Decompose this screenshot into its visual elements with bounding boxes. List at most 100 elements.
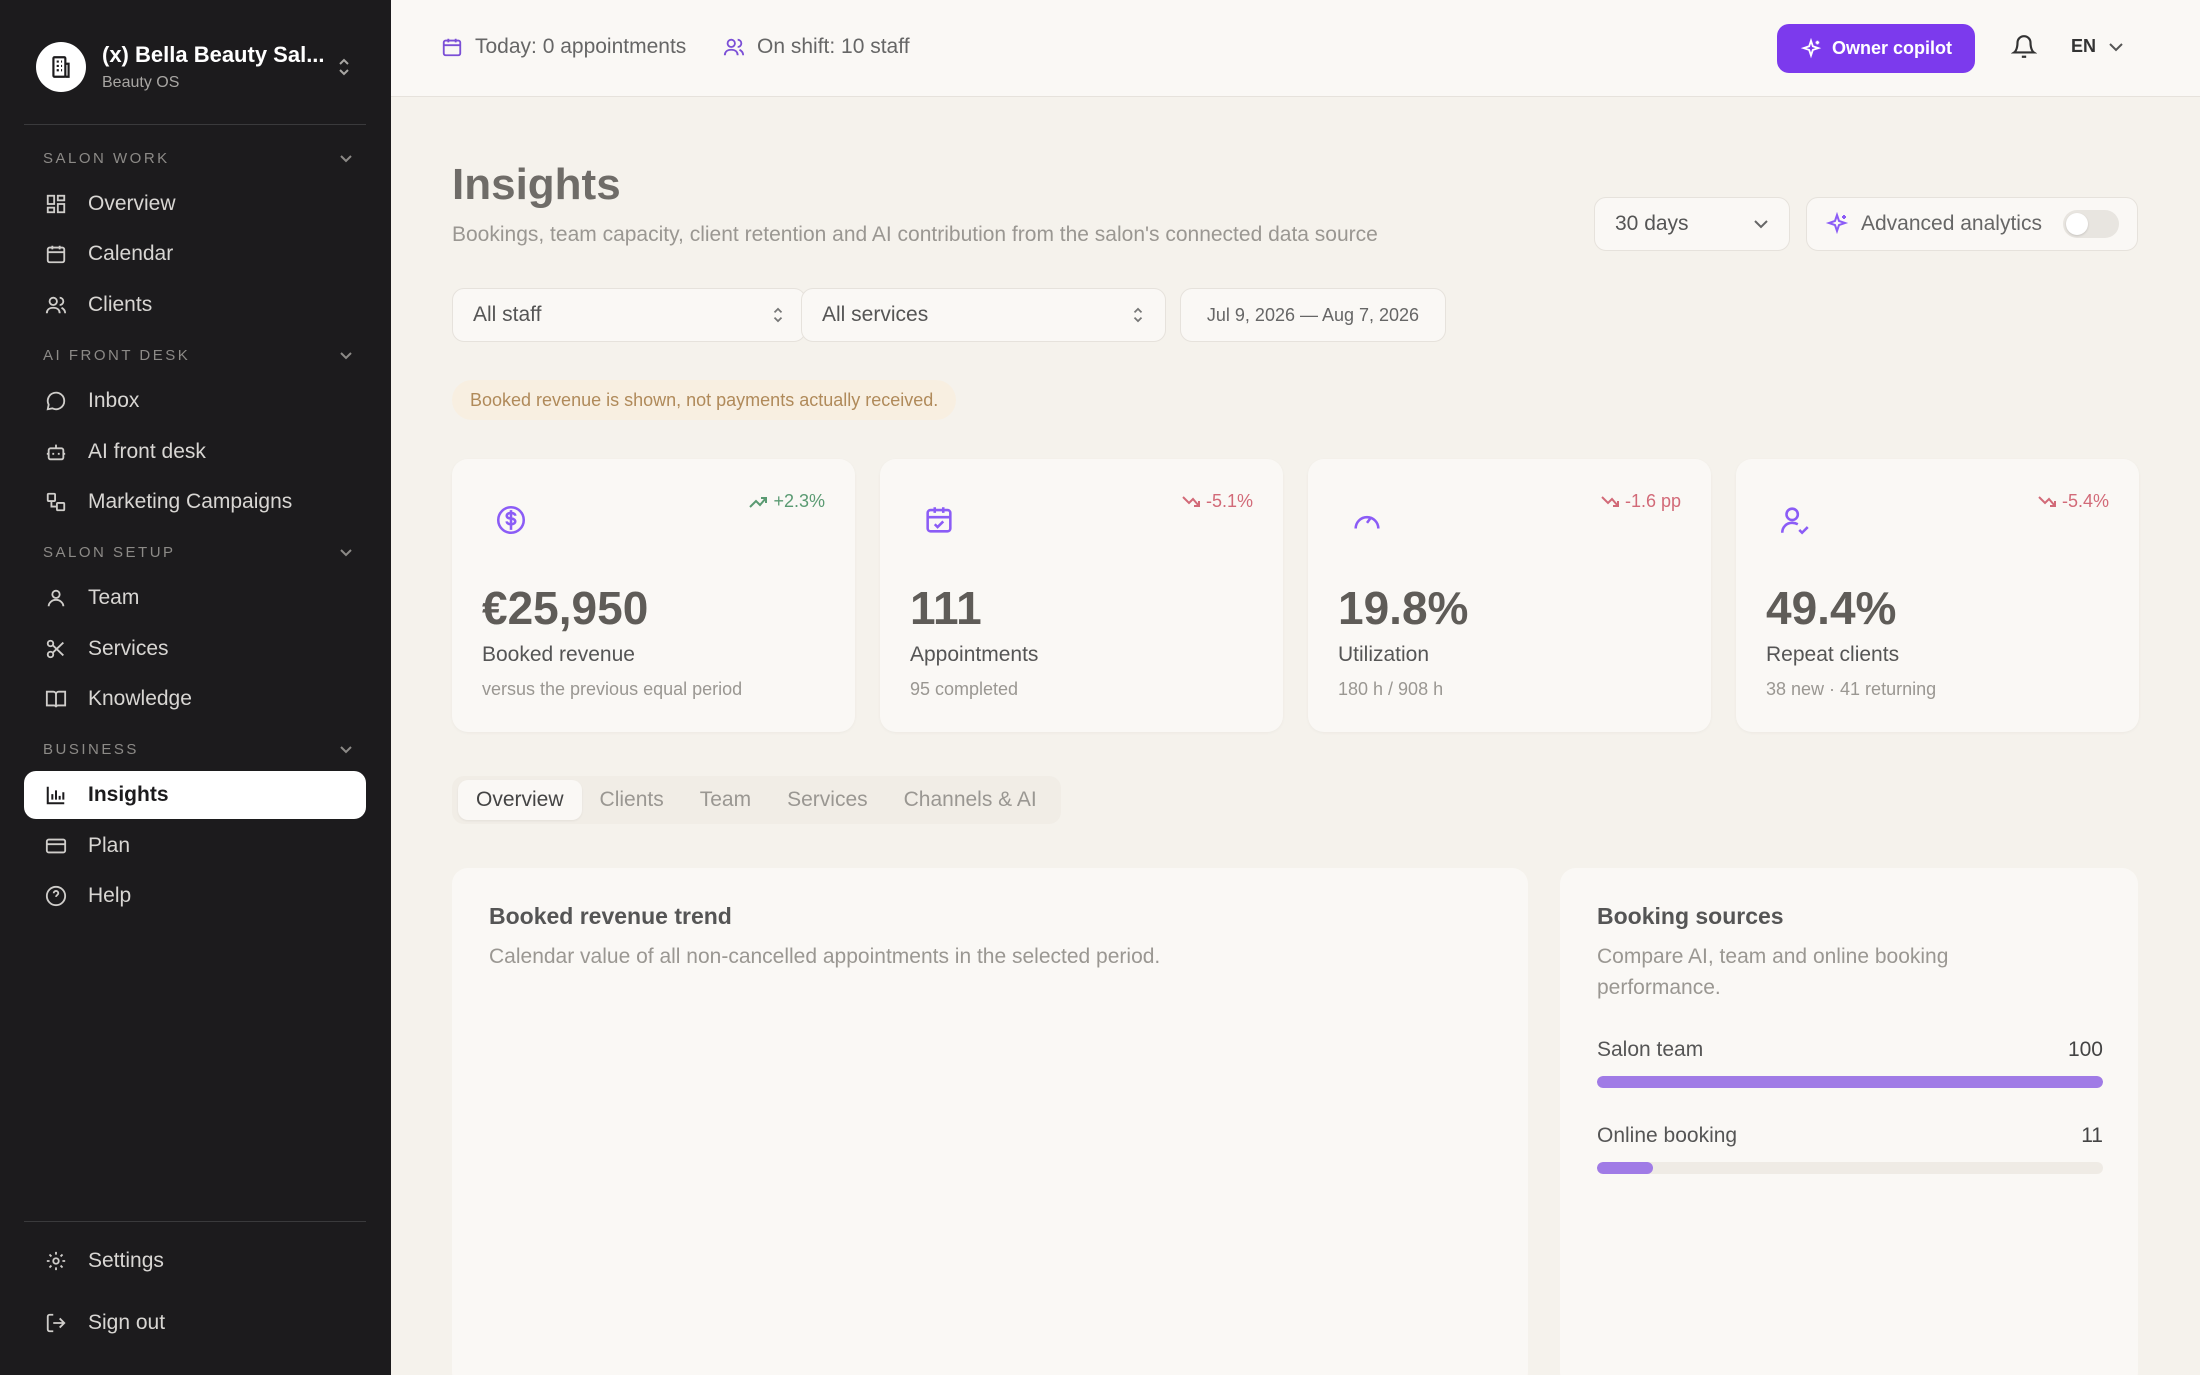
date-range[interactable]: Jul 9, 2026 — Aug 7, 2026 [1180, 288, 1446, 342]
sidebar-item-label: Help [88, 884, 132, 907]
calendar-icon [43, 241, 69, 267]
tab-team[interactable]: Team [699, 788, 752, 811]
gauge-icon [1350, 503, 1384, 537]
kpi-appointments: -5.1% 111 Appointments 95 completed [880, 459, 1283, 732]
kpi-value: 49.4% [1766, 582, 1897, 634]
kpi-delta: -1.6 pp [1601, 491, 1681, 512]
divider [24, 124, 366, 125]
trending-down-icon [1601, 495, 1619, 509]
kpi-delta: -5.1% [1182, 491, 1253, 512]
trending-down-icon [1182, 495, 1200, 509]
section-salon-setup[interactable]: SALON SETUP [43, 544, 353, 561]
sidebar-item-calendar[interactable]: Calendar [24, 230, 366, 278]
booking-sources-card: Booking sources Compare AI, team and onl… [1560, 868, 2138, 1375]
sidebar-item-insights[interactable]: Insights [24, 771, 366, 819]
advanced-analytics: Advanced analytics [1806, 197, 2138, 251]
sidebar-item-label: AI front desk [88, 440, 206, 463]
card-title: Booking sources [1597, 903, 1784, 929]
scissors-icon [43, 636, 69, 662]
tab-channels-ai[interactable]: Channels & AI [903, 788, 1037, 811]
chevron-down-icon [1754, 220, 1768, 229]
users-icon [723, 34, 749, 60]
bar-chart-icon [43, 782, 69, 808]
insights-tabs: Overview Clients Team Services Channels … [452, 776, 1061, 824]
period-select[interactable]: 30 days [1594, 197, 1790, 251]
section-business[interactable]: BUSINESS [43, 741, 353, 758]
bot-icon [43, 439, 69, 465]
bell-icon[interactable] [2010, 34, 2039, 62]
calendar-check-icon [922, 503, 956, 537]
source-value: 100 [2067, 1038, 2103, 1061]
sidebar-item-label: Clients [88, 293, 153, 316]
today-appointments[interactable]: Today: 0 appointments [441, 34, 686, 60]
topbar: Today: 0 appointments On shift: 10 staff… [391, 0, 2200, 97]
source-value: 11 [2081, 1124, 2103, 1147]
chevron-down-icon [340, 745, 352, 753]
sidebar-item-inbox[interactable]: Inbox [24, 377, 366, 425]
book-open-icon [43, 686, 69, 712]
kpi-delta-value: -1.6 pp [1624, 491, 1681, 511]
tab-services[interactable]: Services [787, 788, 868, 811]
salon-switcher[interactable]: (x) Bella Beauty Sal... Beauty OS [36, 38, 356, 96]
chevron-down-icon [340, 154, 352, 162]
kpi-value: €25,950 [482, 582, 649, 634]
staff-filter[interactable]: All staff [452, 288, 806, 342]
sidebar-item-knowledge[interactable]: Knowledge [24, 675, 366, 723]
owner-copilot-button[interactable]: Owner copilot [1777, 24, 1975, 73]
sidebar-item-settings[interactable]: Settings [24, 1237, 366, 1285]
help-circle-icon [43, 883, 69, 909]
dollar-icon [494, 503, 528, 537]
tab-overview[interactable]: Overview [458, 780, 582, 820]
kpi-sub: 95 completed [910, 679, 1019, 699]
page-title: Insights [452, 160, 621, 209]
period-value: 30 days [1615, 212, 1689, 235]
sidebar-item-team[interactable]: Team [24, 574, 366, 622]
sidebar-item-marketing[interactable]: Marketing Campaigns [24, 478, 366, 526]
sidebar-item-sign-out[interactable]: Sign out [24, 1299, 366, 1347]
user-check-icon [1778, 503, 1812, 537]
chevrons-up-down-icon [773, 307, 783, 323]
sidebar-item-services[interactable]: Services [24, 625, 366, 673]
page-subtitle: Bookings, team capacity, client retentio… [452, 223, 1378, 246]
source-bar [1597, 1076, 2103, 1088]
source-bar-fill [1597, 1162, 1653, 1174]
product-name: Beauty OS [102, 74, 180, 91]
sidebar-item-help[interactable]: Help [24, 872, 366, 920]
kpi-repeat-clients: -5.4% 49.4% Repeat clients 38 new · 41 r… [1736, 459, 2139, 732]
section-salon-work[interactable]: SALON WORK [43, 150, 353, 167]
chevron-down-icon [340, 548, 352, 556]
staff-on-shift[interactable]: On shift: 10 staff [723, 34, 910, 60]
advanced-analytics-label: Advanced analytics [1861, 212, 2042, 235]
on-shift-label: On shift: 10 staff [757, 35, 910, 58]
sidebar-item-plan[interactable]: Plan [24, 822, 366, 870]
tab-clients[interactable]: Clients [599, 788, 664, 811]
user-icon [43, 585, 69, 611]
service-filter-value: All services [822, 303, 929, 326]
kpi-utilization: -1.6 pp 19.8% Utilization 180 h / 908 h [1308, 459, 1711, 732]
sidebar-item-overview[interactable]: Overview [24, 180, 366, 228]
chevron-down-icon [340, 351, 352, 359]
source-bar-fill [1597, 1076, 2103, 1088]
language-selector[interactable]: EN [2071, 36, 2124, 57]
sidebar-item-clients[interactable]: Clients [24, 281, 366, 329]
kpi-value: 19.8% [1338, 582, 1469, 634]
sidebar-item-label: Sign out [88, 1311, 166, 1334]
sidebar-item-label: Services [88, 637, 169, 660]
section-label: SALON WORK [43, 150, 170, 167]
section-ai-front-desk[interactable]: AI FRONT DESK [43, 347, 353, 364]
sidebar: (x) Bella Beauty Sal... Beauty OS SALON … [0, 0, 391, 1375]
building-icon [36, 42, 86, 92]
source-bar [1597, 1162, 2103, 1174]
kpi-delta-value: -5.1% [1205, 491, 1253, 511]
trending-up-icon [749, 495, 768, 509]
kpi-label: Repeat clients [1766, 643, 1900, 666]
sidebar-item-label: Overview [88, 192, 176, 215]
section-label: SALON SETUP [43, 544, 176, 561]
users-icon [43, 292, 69, 318]
shapes-icon [43, 489, 69, 515]
sidebar-item-ai-front-desk[interactable]: AI front desk [24, 428, 366, 476]
advanced-analytics-toggle[interactable] [2063, 210, 2119, 238]
sidebar-item-label: Plan [88, 834, 131, 857]
service-filter[interactable]: All services [801, 288, 1166, 342]
chevrons-up-down-icon [332, 55, 356, 79]
